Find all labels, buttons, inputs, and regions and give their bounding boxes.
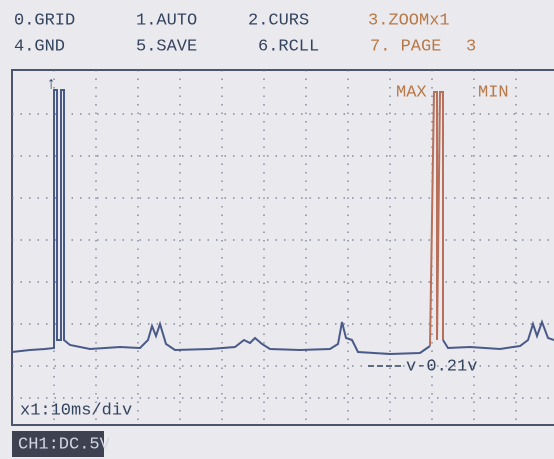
menu-item: 5.SAVE xyxy=(136,37,197,56)
background xyxy=(0,0,554,459)
menu-item: 0.GRID xyxy=(14,11,75,30)
menu-item: 2.CURS xyxy=(248,11,309,30)
timebase: x1:10ms/div xyxy=(20,401,132,420)
menu-item: 6.RCLL xyxy=(258,37,319,56)
trigger-marker: ↑ xyxy=(46,75,56,94)
cursor-value: v-0.21v xyxy=(406,357,477,376)
menu-item: 3.ZOOMx1 xyxy=(368,11,450,30)
menu-item: 1.AUTO xyxy=(136,11,197,30)
oscilloscope-screen: 0.GRID 1.AUTO 2.CURS 3.ZOOMx1 4.GND 5.SA… xyxy=(0,0,554,459)
status-text: CH1:DC.5V xyxy=(18,435,111,454)
max-label: MAX xyxy=(396,83,427,102)
menu-item: 4.GND xyxy=(14,37,65,56)
menu-item: 7. PAGE xyxy=(370,37,441,56)
page-number: 3 xyxy=(466,37,476,56)
min-label: MIN xyxy=(478,83,509,102)
